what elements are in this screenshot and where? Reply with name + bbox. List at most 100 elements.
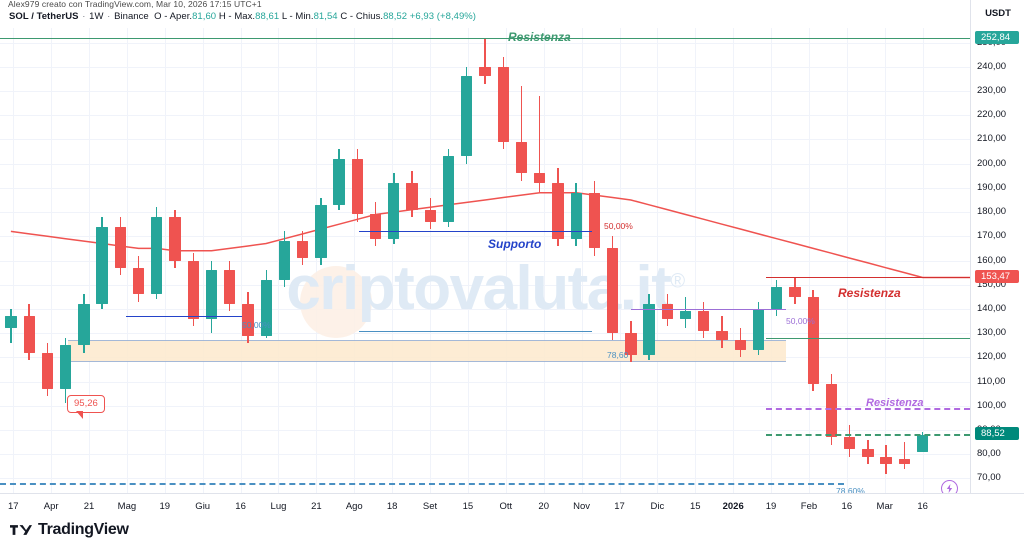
lightning-bolt-icon[interactable] xyxy=(941,480,958,493)
candle-body xyxy=(242,304,254,336)
gridline xyxy=(0,187,970,189)
candle-body xyxy=(497,66,509,142)
candle-body xyxy=(23,316,35,353)
candle-body xyxy=(114,226,126,268)
time-tick-label: Feb xyxy=(800,501,818,512)
candle-body xyxy=(315,204,327,259)
trend-line[interactable] xyxy=(358,231,592,233)
candle-body xyxy=(333,158,345,205)
candle-body xyxy=(41,352,54,389)
candle-body xyxy=(898,459,910,464)
gridline xyxy=(0,381,970,383)
candle-body xyxy=(515,141,528,174)
candle-body xyxy=(844,437,856,450)
gridline xyxy=(733,28,735,493)
ma-polyline xyxy=(10,191,923,279)
legend-exchange[interactable]: Binance xyxy=(114,11,149,22)
support-zone[interactable] xyxy=(67,340,786,362)
candle-wick xyxy=(538,95,541,193)
legend-interval[interactable]: 1W xyxy=(89,11,104,22)
chart-legend: SOL / TetherUS · 1W · Binance O - Aper.8… xyxy=(9,11,477,22)
candle-body xyxy=(916,434,929,452)
trend-line[interactable] xyxy=(766,433,970,436)
price-tick-label: 180,00 xyxy=(977,206,1007,218)
price-tick-label: 230,00 xyxy=(977,84,1007,96)
moving-average-line xyxy=(10,191,970,279)
time-tick-label: 19 xyxy=(159,501,171,512)
time-tick-label: 21 xyxy=(311,501,322,512)
gridline xyxy=(354,28,356,493)
time-axis[interactable]: 17 Apr 21 Mag 19 Giu 16 Lug 21 Ago 18 Set 15 Ott 20 Nov… xyxy=(0,493,1024,520)
trend-line[interactable] xyxy=(630,308,786,310)
trend-line[interactable] xyxy=(0,37,970,39)
trend-line[interactable] xyxy=(126,316,243,318)
gridline xyxy=(0,115,970,117)
price-tick-label: 120,00 xyxy=(977,351,1007,363)
gridline xyxy=(0,454,970,456)
label-resistance-top: Resistenza xyxy=(508,30,571,44)
time-tick-label: 21 xyxy=(83,501,95,512)
candle-wick xyxy=(520,86,523,181)
credit-line: Alex979 creato con TradingView.com, Mar … xyxy=(8,0,262,9)
time-tick-label: 19 xyxy=(765,501,777,512)
legend-high-value: 88,61 xyxy=(255,11,280,22)
gridline xyxy=(316,28,318,493)
time-tick-label: 15 xyxy=(462,501,474,512)
candle-body xyxy=(260,279,272,336)
legend-open-value: 81,60 xyxy=(192,11,217,22)
candle-body xyxy=(606,248,619,334)
candle-body xyxy=(771,287,783,309)
candle-body xyxy=(205,270,218,319)
time-tick-label: 16 xyxy=(917,501,928,512)
legend-open-label: O - Aper. xyxy=(154,11,193,22)
gridline xyxy=(771,28,773,493)
trend-line[interactable] xyxy=(766,338,970,339)
time-tick-label: 18 xyxy=(386,501,398,512)
candle-body xyxy=(807,296,819,385)
price-tick-label: 190,00 xyxy=(977,181,1007,193)
trend-line[interactable] xyxy=(766,408,970,411)
price-tick-label: 100,00 xyxy=(977,399,1007,411)
price-tick-label: 140,00 xyxy=(977,302,1007,314)
candle-body xyxy=(752,308,765,351)
gridline xyxy=(164,28,166,493)
price-axis-title: USDT xyxy=(985,8,1011,19)
time-tick-label: 2026 xyxy=(722,501,744,512)
time-tick-label: 17 xyxy=(7,501,19,512)
chart-plot-area[interactable]: criptovaluta.it® Resistenza Supporto Resis… xyxy=(0,28,970,493)
price-tick-label: 110,00 xyxy=(977,375,1006,387)
legend-high-label: H - Max. xyxy=(218,11,256,22)
price-tick-label: 130,00 xyxy=(977,327,1007,339)
gridline xyxy=(0,333,970,335)
candle-body xyxy=(132,267,145,295)
gridline xyxy=(0,236,970,238)
candle-body xyxy=(406,183,418,210)
gridline xyxy=(581,28,583,493)
label-fib-786-low: 78,60% xyxy=(836,486,865,493)
candle-body xyxy=(78,304,90,346)
gridline xyxy=(467,28,469,493)
candle-body xyxy=(442,156,455,222)
trend-line[interactable] xyxy=(0,483,844,486)
trend-line[interactable] xyxy=(766,277,970,279)
candle-body xyxy=(369,214,382,239)
watermark-blob xyxy=(300,266,372,338)
trend-line[interactable] xyxy=(358,330,592,332)
candle-wick xyxy=(484,37,486,84)
gridline xyxy=(0,139,970,141)
price-callout-low[interactable]: 95,26 xyxy=(67,395,105,419)
candle-body xyxy=(570,192,582,239)
price-axis[interactable]: USDT 250,00240,00230,00220,00210,00200,0… xyxy=(970,0,1024,493)
candle-body xyxy=(716,330,728,341)
legend-symbol[interactable]: SOL / TetherUS xyxy=(9,11,79,22)
candle-body xyxy=(679,311,692,319)
gridline xyxy=(808,28,810,493)
time-tick-label: Apr xyxy=(43,501,59,512)
time-tick-label: 20 xyxy=(538,501,550,512)
price-tick-label: 240,00 xyxy=(977,60,1007,72)
time-tick-label: Nov xyxy=(573,501,591,512)
gridline xyxy=(657,28,659,493)
candle-body xyxy=(388,183,400,239)
gridline xyxy=(695,28,697,493)
label-fib-50-upper: 50,00% xyxy=(604,221,633,231)
